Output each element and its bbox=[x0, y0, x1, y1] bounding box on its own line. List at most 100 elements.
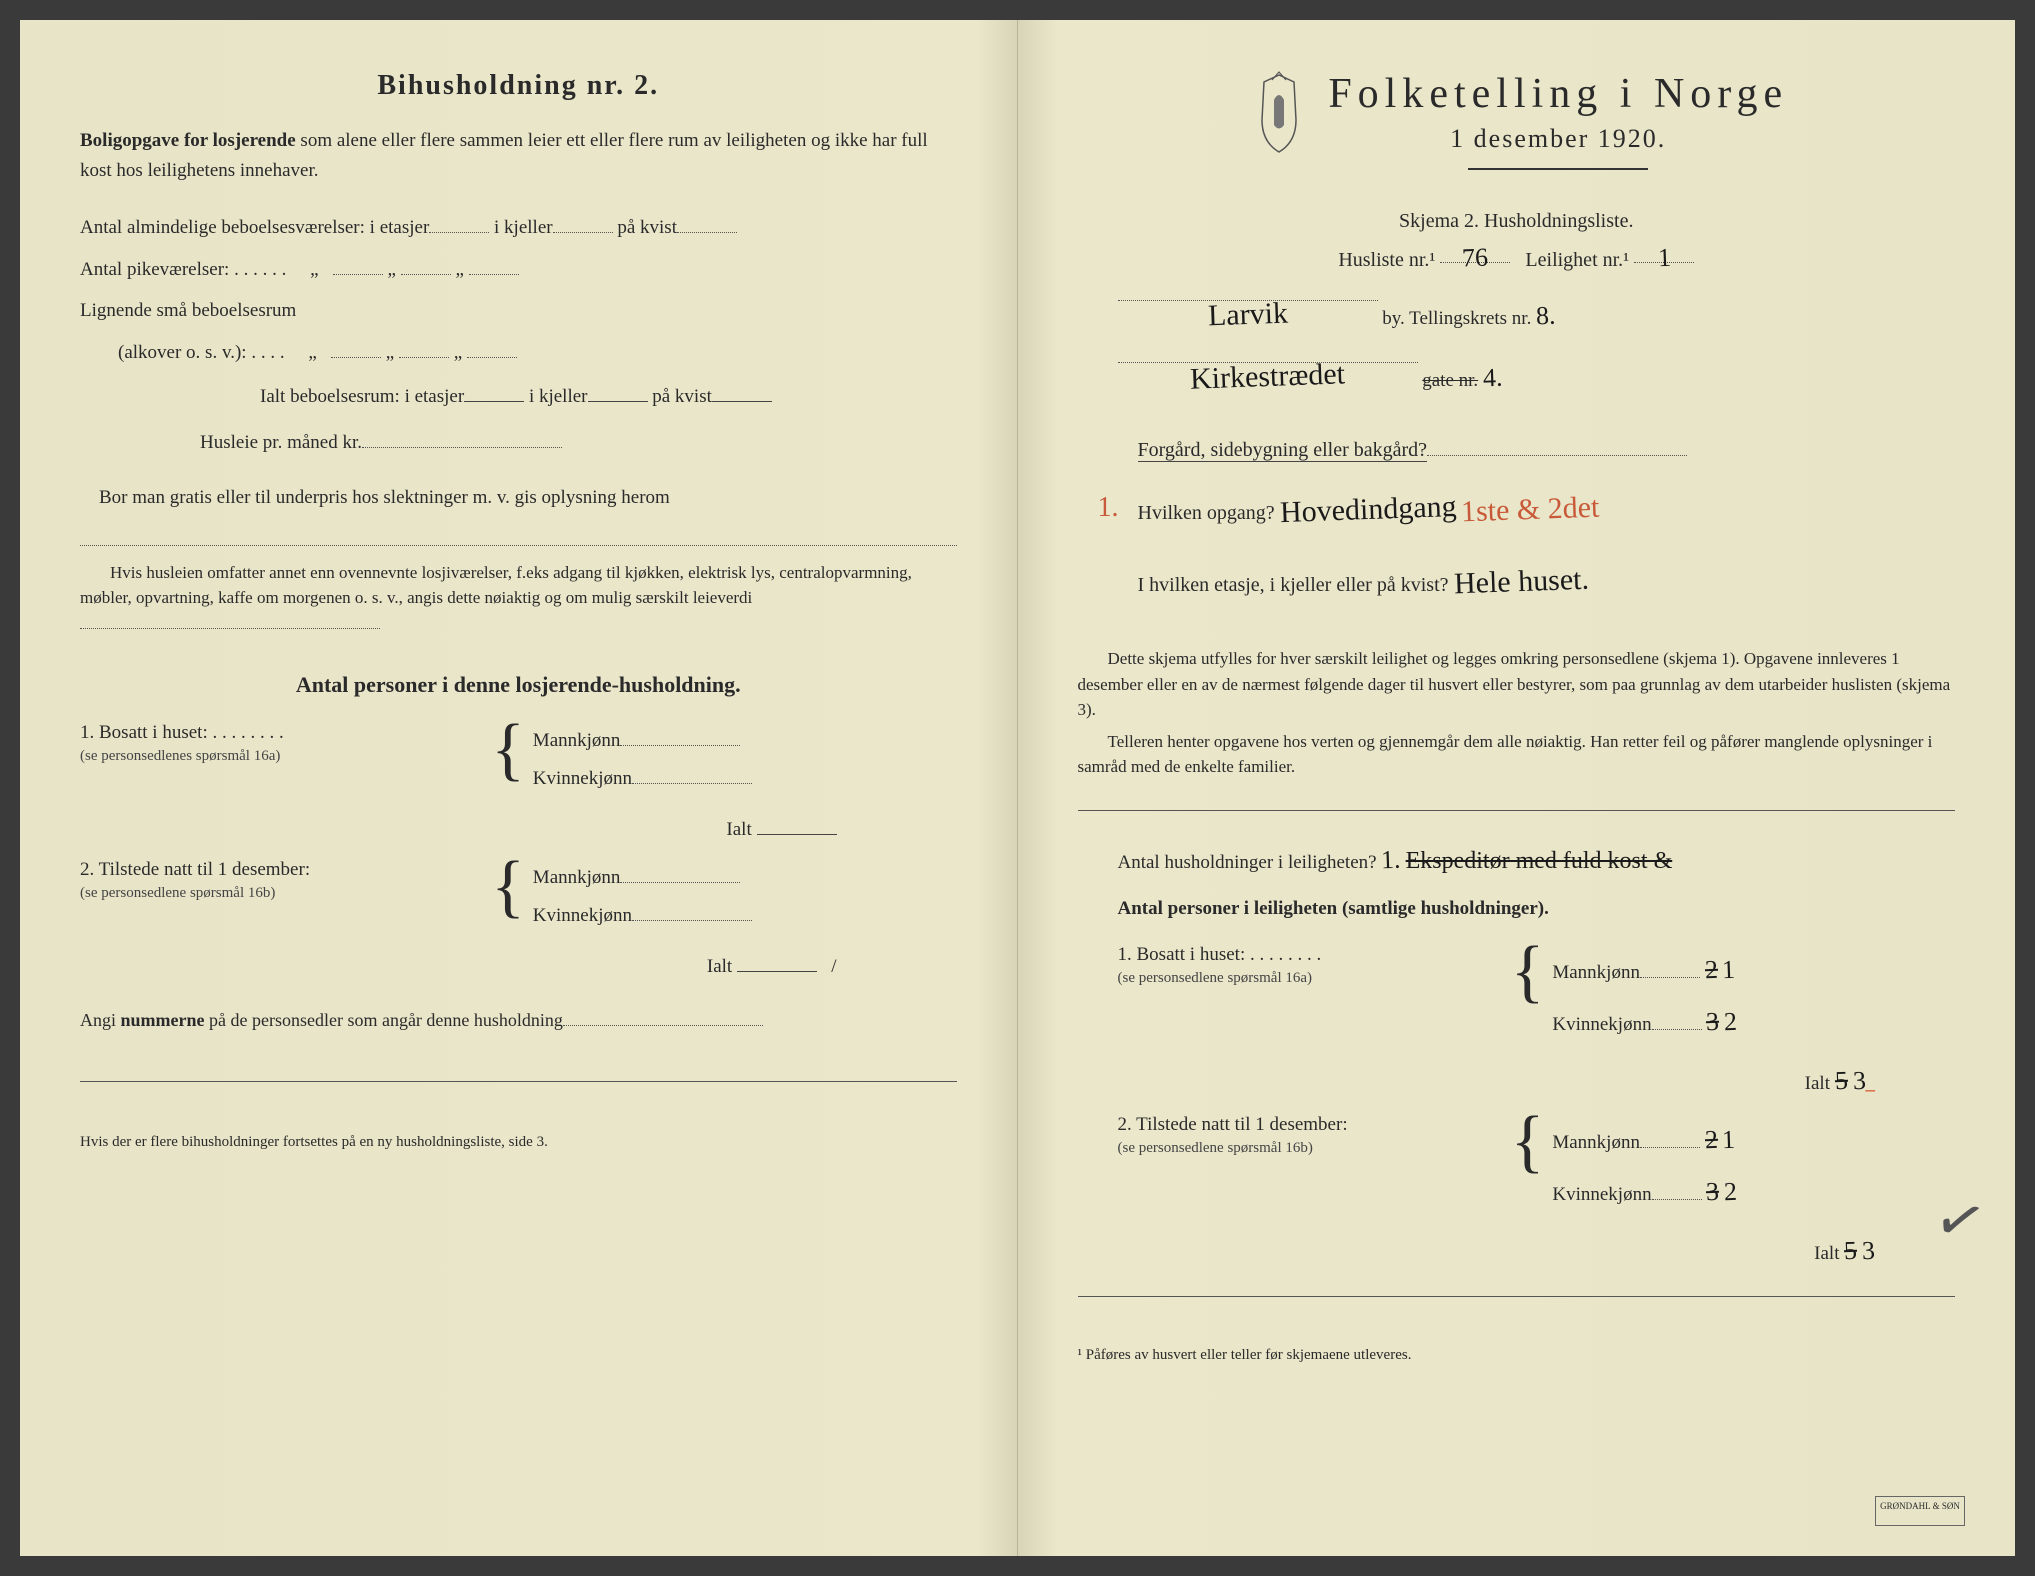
by-fill: Larvik bbox=[1118, 282, 1378, 301]
red-underline: _ bbox=[1866, 1073, 1876, 1094]
struck-val: 2 bbox=[1704, 1114, 1719, 1166]
left-title: Bihusholdning nr. 2. bbox=[80, 70, 957, 102]
fill bbox=[467, 339, 517, 358]
gate-nr-value: 4. bbox=[1482, 349, 1503, 407]
fill bbox=[469, 256, 519, 275]
husliste-value: 76 bbox=[1462, 243, 1489, 274]
fill bbox=[331, 339, 381, 358]
by-line: Larvik by. Tellingskrets nr. 8. bbox=[1118, 282, 1956, 344]
kvinne-label: Kvinnekjønn bbox=[533, 905, 632, 926]
note-paragraph: Hvis husleien omfatter annet enn ovennev… bbox=[80, 560, 957, 637]
count-right-1: Mannkjønn Kvinnekjønn bbox=[533, 722, 957, 798]
gratis-label: Bor man gratis eller til underpris hos s… bbox=[99, 487, 670, 508]
gate-fill: Kirkestrædet bbox=[1118, 344, 1418, 363]
subsection-title: Antal personer i denne losjerende-hushol… bbox=[80, 672, 957, 698]
kvinne1-value: 2 bbox=[1723, 996, 1738, 1048]
intro-bold: Boligopgave for losjerende bbox=[80, 130, 296, 151]
r-row2-sub: (se personsedlene spørsmål 16b) bbox=[1118, 1140, 1313, 1156]
etasje-value: Hele huset. bbox=[1452, 544, 1589, 621]
left-footer: Hvis der er flere bihusholdninger fortse… bbox=[80, 1134, 957, 1151]
left-page: Bihusholdning nr. 2. Boligopgave for los… bbox=[20, 20, 1018, 1556]
instructions-para-1: Dette skjema utfylles for hver særskilt … bbox=[1078, 646, 1956, 723]
fill bbox=[80, 612, 380, 629]
main-subtitle: 1 desember 1920. bbox=[1328, 124, 1788, 154]
printer-stamp: GRØNDAHL & SØN bbox=[1875, 1496, 1965, 1526]
ialt-rooms: Ialt beboelsesrum: i etasjer i kjeller p… bbox=[80, 374, 957, 420]
struck-val: 3 bbox=[1705, 1166, 1720, 1218]
fill bbox=[1652, 1181, 1702, 1200]
mann-label: Mannkjønn bbox=[533, 867, 621, 888]
title-block: Folketelling i Norge 1 desember 1920. bbox=[1078, 70, 1956, 190]
instructions-para-2: Telleren henter opgavene hos verten og g… bbox=[1078, 729, 1956, 780]
struck-val: 5 bbox=[1844, 1236, 1858, 1266]
brace-icon: { bbox=[483, 722, 533, 778]
struck-val: 2 bbox=[1704, 944, 1719, 996]
leilighet-label: Leilighet nr.¹ bbox=[1525, 249, 1629, 271]
fill bbox=[632, 902, 752, 921]
skjema-line: Skjema 2. Husholdningsliste. bbox=[1078, 210, 1956, 233]
struck-val: 5 bbox=[1834, 1066, 1848, 1096]
intro-paragraph: Boligopgave for losjerende som alene ell… bbox=[80, 126, 957, 187]
r-ialt-1: Ialt 5 3_ bbox=[1078, 1066, 1956, 1096]
ialt2-value: 3 bbox=[1861, 1236, 1875, 1266]
opgang-red-value: 1ste & 2det bbox=[1460, 472, 1601, 549]
coat-of-arms-icon bbox=[1244, 70, 1314, 160]
brace-icon: { bbox=[1503, 1114, 1553, 1170]
fill bbox=[588, 383, 648, 402]
ialt-b: i kjeller bbox=[529, 386, 588, 407]
fill bbox=[1427, 436, 1687, 456]
row1-sub: (se personsedlenes spørsmål 16a) bbox=[80, 748, 280, 764]
by-label: by. Tellingskrets nr. bbox=[1382, 308, 1531, 329]
kvinne-label: Kvinnekjønn bbox=[533, 768, 632, 789]
rooms-label-b: i kjeller bbox=[494, 217, 553, 238]
count-left-2: 2. Tilstede natt til 1 desember: (se per… bbox=[80, 859, 483, 903]
husliste-label: Husliste nr.¹ bbox=[1338, 249, 1435, 271]
opgang-line: 1. Hvilken opgang? Hovedindgang 1ste & 2… bbox=[1138, 474, 1956, 546]
fill bbox=[632, 765, 752, 784]
r-count-left-1: 1. Bosatt i huset: . . . . . . . . (se p… bbox=[1118, 944, 1503, 988]
husliste-val-fill: 76 bbox=[1440, 243, 1510, 263]
fill bbox=[757, 816, 837, 835]
fill bbox=[1640, 1129, 1700, 1148]
etasje-line: I hvilken etasje, i kjeller eller på kvi… bbox=[1138, 546, 1956, 618]
fill bbox=[333, 256, 383, 275]
ialt-c: på kvist bbox=[652, 386, 712, 407]
rooms-label-c: på kvist bbox=[617, 217, 677, 238]
main-title: Folketelling i Norge bbox=[1328, 70, 1788, 118]
fill bbox=[563, 1008, 763, 1026]
brace-icon: { bbox=[1503, 944, 1553, 1000]
ialt-label: Ialt beboelsesrum: i etasjer bbox=[260, 386, 464, 407]
fill bbox=[677, 214, 737, 233]
antal-hush-line: Antal husholdninger i leiligheten? 1. Ek… bbox=[1118, 831, 1956, 888]
fill bbox=[464, 383, 524, 402]
right-page: Folketelling i Norge 1 desember 1920. Sk… bbox=[1018, 20, 2016, 1556]
count-right-2: Mannkjønn Kvinnekjønn bbox=[533, 859, 957, 935]
antal-hush-value: 1. bbox=[1380, 831, 1401, 889]
gate-label-struck: gate nr. bbox=[1422, 370, 1478, 391]
row2-label: 2. Tilstede natt til 1 desember: bbox=[80, 859, 310, 880]
r-count-right-1: Mannkjønn 2 1 Kvinnekjønn 3 2 bbox=[1552, 944, 1955, 1048]
husleie-label: Husleie pr. måned kr. bbox=[200, 432, 362, 453]
count-row-2: 2. Tilstede natt til 1 desember: (se per… bbox=[80, 859, 957, 935]
antal-hush-label: Antal husholdninger i leiligheten? bbox=[1118, 852, 1377, 873]
opgang-label: Hvilken opgang? bbox=[1138, 502, 1275, 524]
ialt-label: Ialt bbox=[1805, 1073, 1830, 1094]
r-row1-sub: (se personsedlene spørsmål 16a) bbox=[1118, 970, 1313, 986]
kvinne-label: Kvinnekjønn bbox=[1552, 1184, 1651, 1205]
fill bbox=[712, 383, 772, 402]
fill bbox=[620, 864, 740, 883]
crest-svg bbox=[1244, 70, 1314, 160]
husliste-line: Husliste nr.¹ 76 Leilighet nr.¹ 1 bbox=[1078, 243, 1956, 272]
divider bbox=[1078, 810, 1956, 811]
right-footnote: ¹ Påføres av husvert eller teller før sk… bbox=[1078, 1347, 1956, 1364]
fill bbox=[737, 953, 817, 972]
rooms-label-a: Antal almindelige beboelsesværelser: i e… bbox=[80, 217, 429, 238]
rooms-line: Antal almindelige beboelsesværelser: i e… bbox=[80, 207, 957, 249]
mann1-value: 1 bbox=[1722, 944, 1737, 996]
etasje-label: I hvilken etasje, i kjeller eller på kvi… bbox=[1138, 574, 1449, 596]
red-mark-1: 1. bbox=[1098, 474, 1119, 541]
r-count-row-2: 2. Tilstede natt til 1 desember: (se per… bbox=[1118, 1114, 1956, 1218]
fill bbox=[1640, 959, 1700, 978]
row2-sub: (se personsedlene spørsmål 16b) bbox=[80, 885, 275, 901]
ialt-label: Ialt bbox=[726, 819, 751, 840]
